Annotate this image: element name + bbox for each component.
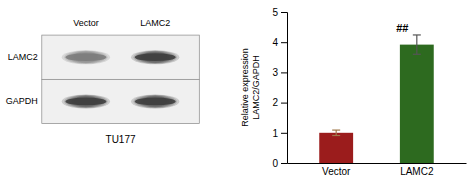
error-bar	[332, 130, 340, 135]
lane-label: Vector	[73, 18, 99, 28]
bar	[400, 45, 434, 163]
y-tick-label: 0	[272, 158, 278, 169]
band-core	[65, 53, 106, 61]
band-halo	[131, 50, 179, 64]
lane-label: LAMC2	[140, 18, 170, 28]
band-halo	[133, 50, 176, 63]
band-halo	[64, 95, 107, 108]
band-halo	[62, 50, 110, 64]
y-tick-mark	[281, 12, 287, 13]
band	[62, 94, 110, 108]
error-bar	[413, 35, 421, 54]
x-tick-label: Vector	[322, 166, 351, 177]
error-bar-cap	[332, 135, 340, 136]
y-tick: 2	[272, 97, 287, 108]
band-halo	[131, 94, 179, 108]
x-axis: Vector LAMC2	[288, 163, 467, 177]
bar-panel: 0 1 2 3 4 5 Vector LAMC2 Relative expressionLAMC…	[240, 7, 467, 177]
x-tick-label: LAMC2	[400, 166, 434, 177]
band-halo	[62, 94, 110, 108]
x-tick: LAMC2	[400, 163, 434, 177]
y-tick-label: 5	[272, 7, 278, 18]
blot-row-box	[42, 35, 200, 79]
y-tick-label: 3	[272, 67, 278, 78]
row-label: LAMC2	[8, 52, 38, 62]
band	[131, 94, 179, 108]
figure: LAMC2GAPDHVectorLAMC2TU177012345VectorLA…	[0, 0, 474, 187]
y-tick-mark	[281, 133, 287, 134]
error-bar-cap	[332, 129, 340, 130]
row-label: GAPDH	[6, 96, 38, 106]
y-tick: 1	[272, 128, 287, 139]
y-tick-mark	[281, 42, 287, 43]
band	[131, 50, 179, 64]
y-tick-label: 1	[272, 128, 278, 139]
y-tick-mark	[281, 163, 287, 164]
y-tick: 4	[272, 37, 287, 48]
band-halo	[133, 95, 176, 108]
blot-title: TU177	[106, 134, 136, 145]
y-tick: 0	[272, 158, 287, 169]
y-tick-mark	[281, 103, 287, 104]
band-core	[135, 98, 176, 106]
x-axis-line	[288, 163, 467, 164]
y-axis-title: Relative expressionLAMC2/GAPDH	[240, 48, 261, 127]
y-axis: 0 1 2 3 4 5	[272, 7, 287, 169]
x-tick: Vector	[322, 163, 351, 177]
band-core	[65, 98, 106, 106]
y-axis-line	[281, 13, 288, 164]
y-tick: 5	[272, 7, 287, 18]
plot-area	[319, 35, 433, 163]
blot-row-box	[42, 79, 200, 123]
blot-panel: LAMC2 GAPDH Vector LAMC2 TU177	[6, 18, 200, 145]
error-bar-stem	[336, 130, 337, 135]
band-halo	[64, 50, 107, 63]
band	[62, 50, 110, 64]
bar	[319, 133, 353, 163]
y-tick-label: 2	[272, 97, 278, 108]
error-bar-cap	[413, 34, 421, 35]
y-tick-mark	[281, 72, 287, 73]
y-tick: 3	[272, 67, 287, 78]
error-bar-stem	[416, 35, 417, 54]
error-bar-cap	[413, 54, 421, 55]
y-tick-label: 4	[272, 37, 278, 48]
band-core	[135, 53, 176, 61]
significance-label: ##	[396, 22, 408, 34]
